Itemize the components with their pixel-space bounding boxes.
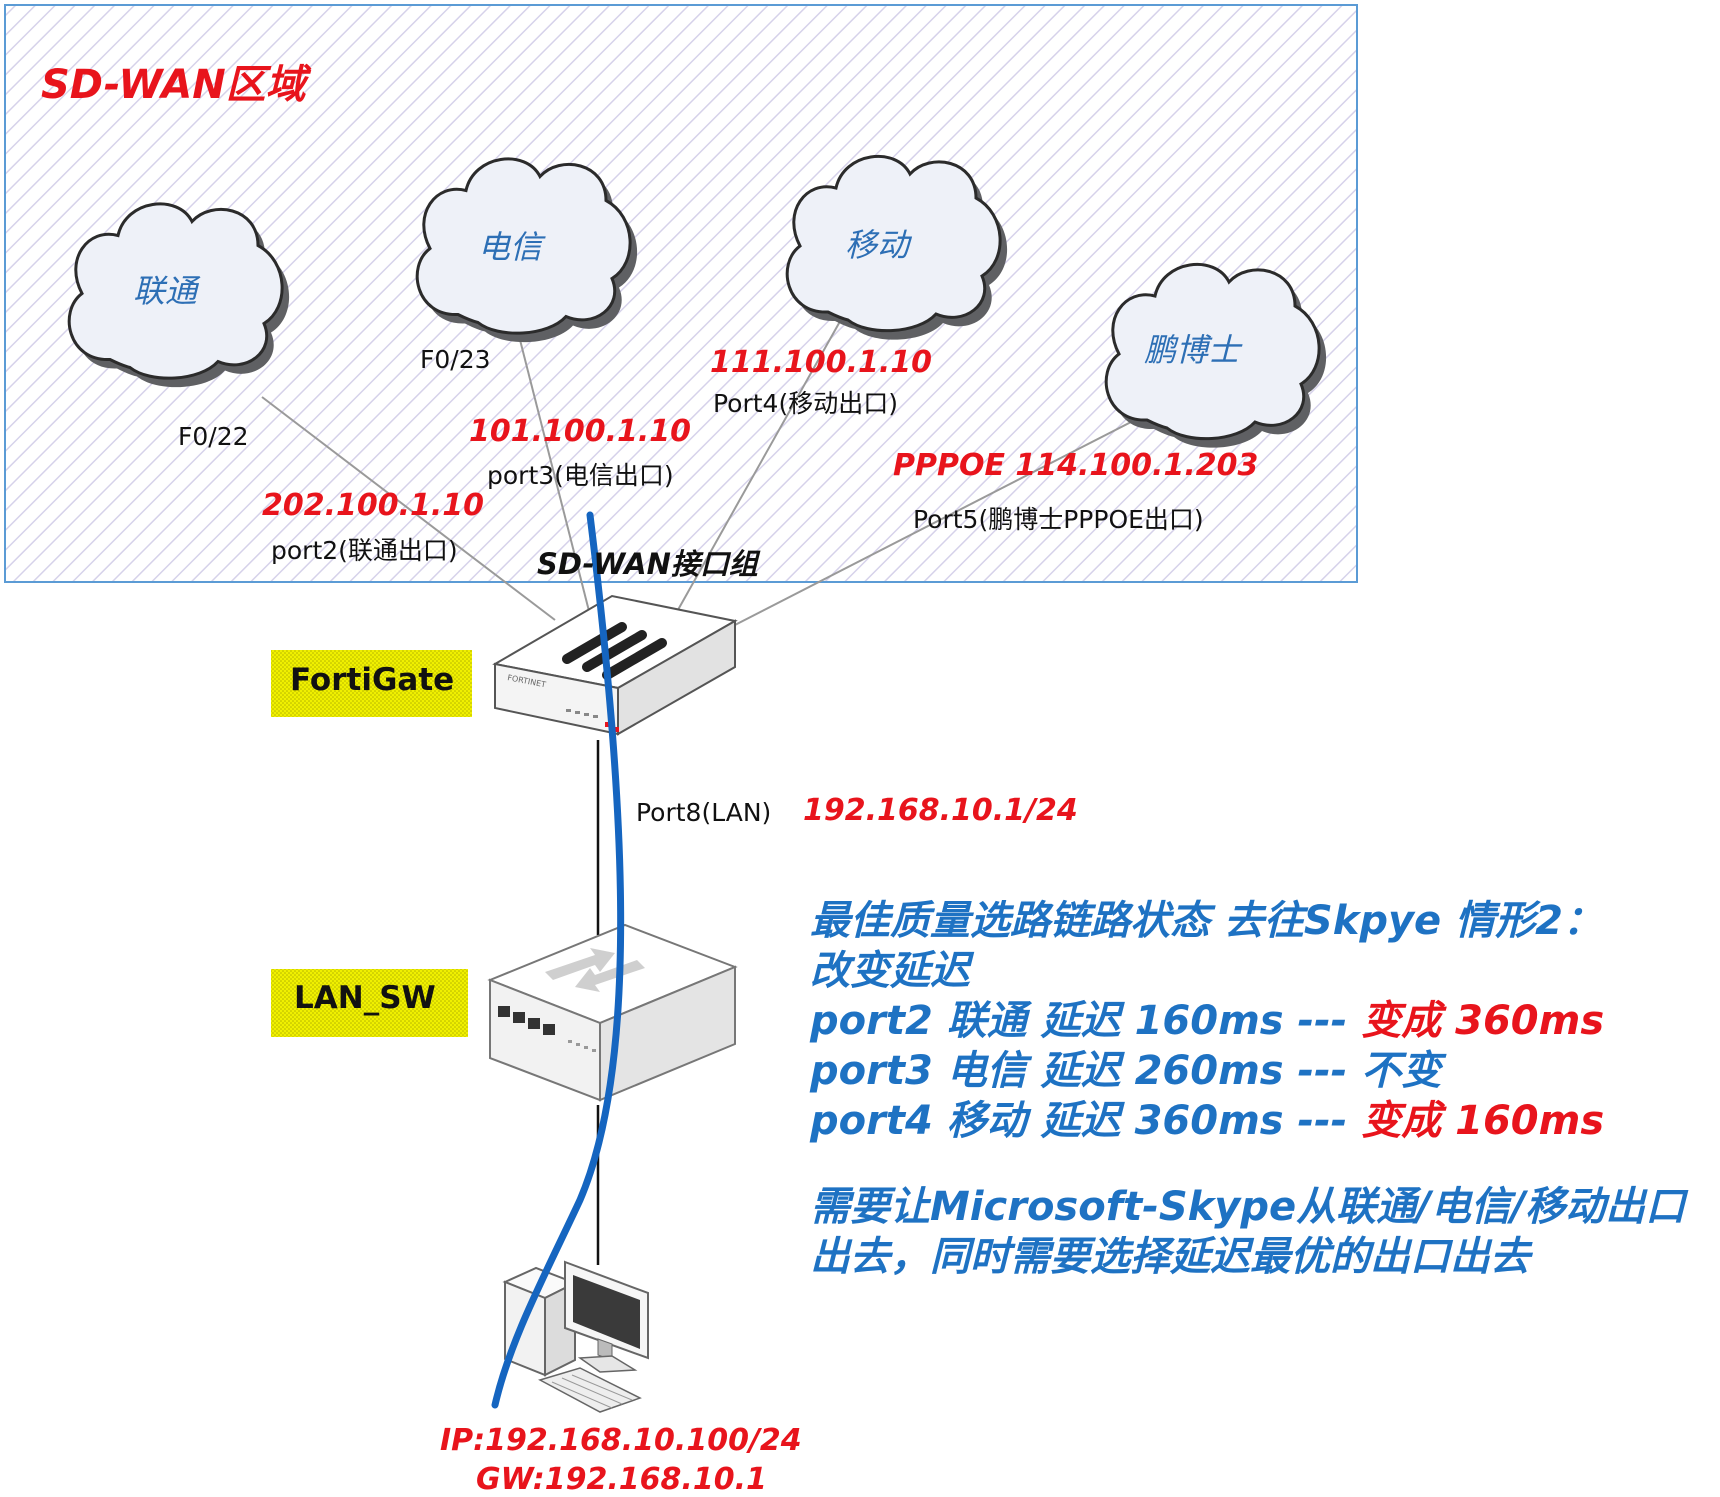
note-row-text: port2 联通 延迟 160ms ---: [810, 998, 1362, 1044]
label-f022: F0/22: [178, 422, 249, 451]
note-requirement-1: 需要让Microsoft-Skype从联通/电信/移动出口: [810, 1184, 1686, 1230]
note-spacer: [810, 1146, 1685, 1182]
cloud-label-telecom: 电信: [478, 228, 543, 266]
fortigate-label-box: [271, 650, 472, 717]
note-subtitle: 改变延迟: [810, 948, 970, 994]
lan-sw-label: LAN_SW: [294, 980, 436, 1016]
lan-sw-label-box: [271, 969, 468, 1037]
port8-label: Port8(LAN): [636, 798, 772, 827]
scenario-note: 最佳质量选路链路状态 去往Skpye 情形2： 改变延迟 port2 联通 延迟…: [810, 896, 1685, 1282]
cloud-label-mobile: 移动: [845, 226, 910, 264]
fortigate-icon: FORTINET: [492, 594, 738, 736]
note-row-change: 变成 160ms: [1361, 1098, 1605, 1144]
link-unicom: [261, 396, 556, 621]
cloud-label-drpeng: 鹏博士: [1144, 331, 1241, 369]
cloud-label-unicom: 联通: [133, 272, 198, 310]
note-row-port3: port3 电信 延迟 260ms --- 不变: [810, 1046, 1685, 1096]
pc-icon: [502, 1260, 649, 1413]
note-row-port2: port2 联通 延迟 160ms --- 变成 360ms: [810, 996, 1685, 1046]
zone-title: SD-WAN区域: [41, 62, 306, 108]
label-f023: F0/23: [420, 345, 491, 374]
port2-ip: 202.100.1.10: [262, 488, 485, 523]
note-row-change: 变成 360ms: [1361, 998, 1605, 1044]
pc-gateway: GW:192.168.10.1: [476, 1462, 767, 1497]
sdwan-group-label: SD-WAN接口组: [537, 547, 758, 581]
port2-label: port2(联通出口): [271, 536, 458, 565]
link-drpeng: [689, 401, 1171, 649]
note-title: 最佳质量选路链路状态 去往Skpye 情形2：: [810, 898, 1603, 944]
link-mobile: [664, 299, 853, 634]
port4-label: Port4(移动出口): [713, 389, 898, 418]
port3-label: port3(电信出口): [487, 461, 674, 490]
port5-ip: PPPOE 114.100.1.203: [893, 448, 1259, 483]
note-row-text: port4 移动 延迟 360ms ---: [810, 1098, 1362, 1144]
fortigate-label: FortiGate: [290, 662, 455, 698]
note-row-text: port3 电信 延迟 260ms --- 不变: [810, 1048, 1442, 1094]
note-row-port4: port4 移动 延迟 360ms --- 变成 160ms: [810, 1096, 1685, 1146]
port5-label: Port5(鹏博士PPPOE出口): [913, 505, 1204, 534]
note-requirement-2: 出去，同时需要选择延迟最优的出口出去: [810, 1234, 1530, 1280]
port3-ip: 101.100.1.10: [469, 414, 692, 449]
pc-ip: IP:192.168.10.100/24: [440, 1423, 802, 1458]
port4-ip: 111.100.1.10: [710, 345, 933, 380]
link-telecom: [517, 331, 591, 616]
lan-switch-icon: [487, 923, 738, 1102]
port8-ip: 192.168.10.1/24: [803, 793, 1078, 828]
traffic-path: [491, 511, 625, 1409]
